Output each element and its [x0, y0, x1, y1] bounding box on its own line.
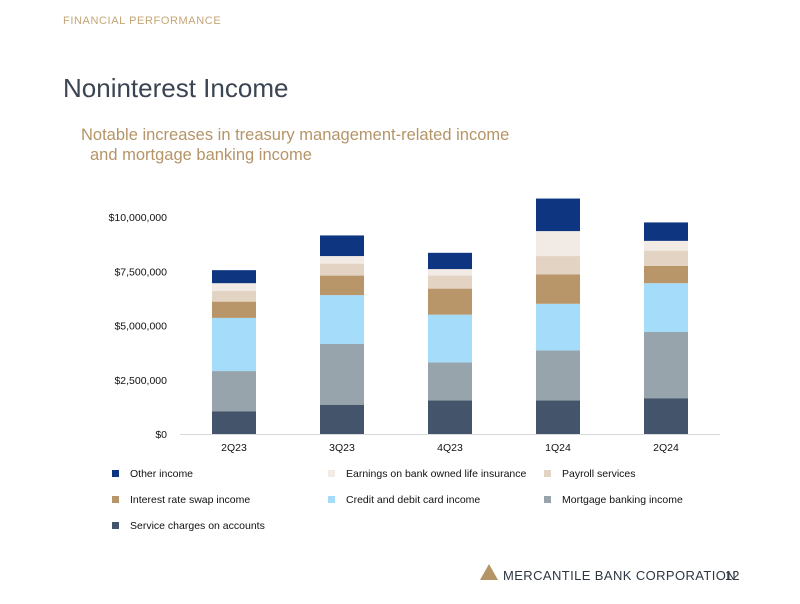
bar-segment	[428, 252, 472, 270]
legend-swatch	[544, 470, 551, 477]
bar-segment	[212, 411, 256, 434]
x-tick-label: 2Q23	[221, 442, 247, 454]
legend-item-service-charges: Service charges on accounts	[112, 520, 265, 532]
bar-segment	[320, 256, 364, 264]
bar-segment	[536, 231, 580, 257]
bar-segment	[212, 371, 256, 412]
section-label: FINANCIAL PERFORMANCE	[63, 15, 222, 27]
bar-segment	[428, 362, 472, 401]
x-tick-label: 2Q24	[653, 442, 679, 454]
bar-segment	[212, 270, 256, 284]
legend-item-boli: Earnings on bank owned life insurance	[328, 468, 526, 480]
bar-segment	[320, 295, 364, 344]
bar-segment	[428, 269, 472, 276]
bar-segment	[212, 290, 256, 302]
legend-item-card-income: Credit and debit card income	[328, 494, 480, 506]
bar-segment	[536, 274, 580, 304]
y-tick-label: $10,000,000	[109, 212, 168, 224]
bar-segment	[536, 198, 580, 232]
bar-segment	[644, 332, 688, 399]
bar-segment	[212, 301, 256, 318]
y-tick-label: $2,500,000	[114, 375, 167, 387]
legend-swatch	[112, 522, 119, 529]
y-tick-label: $5,000,000	[114, 321, 167, 333]
bar-segment	[644, 265, 688, 284]
bar-segment	[212, 317, 256, 372]
page-number: 12	[725, 568, 740, 583]
bar-segment	[536, 303, 580, 351]
legend-label: Mortgage banking income	[562, 494, 683, 506]
legend-swatch	[112, 470, 119, 477]
bar-segment	[428, 275, 472, 289]
legend-item-mortgage-banking: Mortgage banking income	[544, 494, 683, 506]
legend-item-interest-rate-swap: Interest rate swap income	[112, 494, 250, 506]
bar-segment	[320, 263, 364, 276]
bar-segment	[644, 240, 688, 251]
legend-label: Service charges on accounts	[130, 520, 265, 532]
bar-segment	[320, 275, 364, 296]
footer-brand: MERCANTILE BANK CORPORATION	[503, 568, 737, 583]
bar-segment	[536, 350, 580, 401]
legend-label: Other income	[130, 468, 194, 480]
bar-segment	[644, 283, 688, 333]
subtitle-line-1: Notable increases in treasury management…	[81, 126, 510, 144]
legend-swatch	[112, 496, 119, 503]
bar-segment	[644, 250, 688, 266]
bar-segment	[644, 222, 688, 241]
x-tick-label: 1Q24	[545, 442, 571, 454]
legend-label: Interest rate swap income	[130, 494, 251, 506]
legend-label: Credit and debit card income	[346, 494, 481, 506]
legend-label: Earnings on bank owned life insurance	[346, 468, 527, 480]
legend-label: Payroll services	[562, 468, 636, 480]
bar-segment	[536, 256, 580, 275]
bar-segment	[428, 314, 472, 363]
bar-segment	[212, 283, 256, 291]
subtitle: Notable increases in treasury management…	[81, 125, 551, 165]
legend-swatch	[328, 496, 335, 503]
company-logo-icon	[480, 564, 498, 580]
bar-segment	[536, 400, 580, 434]
subtitle-line-2: and mortgage banking income	[90, 146, 312, 164]
bar-segment	[320, 404, 364, 434]
bar-segment	[428, 288, 472, 315]
legend-item-other-income: Other income	[112, 468, 193, 480]
x-tick-label: 3Q23	[329, 442, 355, 454]
bar-segment	[320, 343, 364, 405]
page-title: Noninterest Income	[63, 73, 289, 103]
bar-segment	[644, 398, 688, 434]
bar-segment	[320, 235, 364, 257]
y-tick-label: $0	[155, 429, 167, 441]
legend-item-payroll-services: Payroll services	[544, 468, 636, 480]
bar-segment	[428, 400, 472, 434]
legend-swatch	[544, 496, 551, 503]
y-tick-label: $7,500,000	[114, 266, 167, 278]
x-tick-label: 4Q23	[437, 442, 463, 454]
legend-swatch	[328, 470, 335, 477]
